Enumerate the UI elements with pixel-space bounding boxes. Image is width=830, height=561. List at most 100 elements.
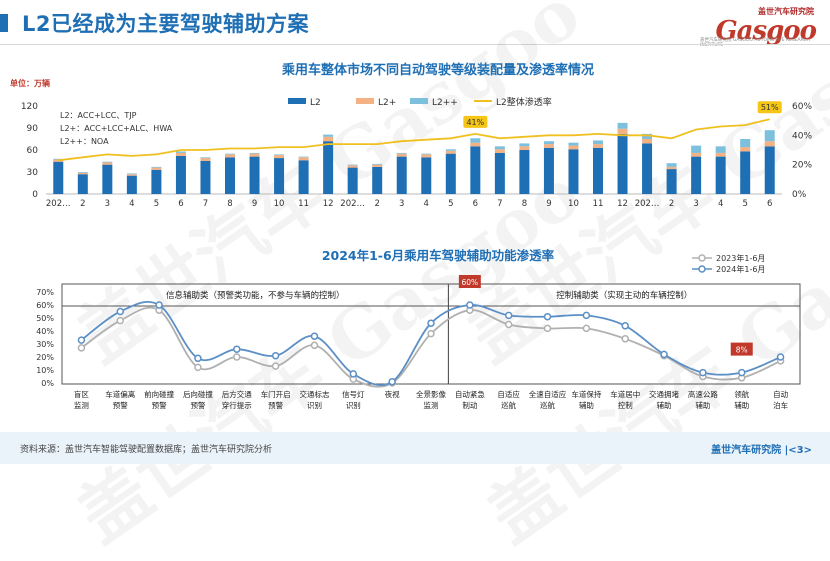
- logo-top-text: 盖世汽车研究院: [758, 7, 814, 16]
- bar-L2p: [225, 154, 235, 158]
- bar-L2pp: [77, 172, 88, 173]
- bar-L2p: [764, 141, 775, 147]
- x-tick-label: 自适应: [497, 389, 520, 399]
- bar-L2p: [249, 153, 260, 157]
- bar-L2: [445, 153, 456, 194]
- page-number: 盖世汽车研究院 |<3>: [711, 445, 812, 456]
- series-point: [194, 354, 202, 363]
- bar-L2p: [298, 157, 309, 161]
- bar-L2: [519, 150, 530, 194]
- x-tick-label: 车道居中: [610, 389, 640, 399]
- bar-L2: [470, 146, 481, 194]
- x-tick-label: 10: [274, 199, 285, 209]
- x-tick-label: 预警: [268, 400, 283, 410]
- y-tick-label: 60: [27, 146, 39, 156]
- source-note: 资料来源：盖世汽车智能驾驶配置数据库；盖世汽车研究院分析: [20, 445, 273, 455]
- x-tick-label: 盲区: [74, 389, 89, 399]
- penetration-callout-label: 51%: [761, 103, 779, 112]
- series-point: [233, 345, 241, 353]
- x-tick-label: 识别: [307, 401, 322, 410]
- x-tick-label: 2: [374, 199, 379, 209]
- x-tick-label: 辅助: [695, 400, 710, 410]
- x-tick-label: 202…: [340, 199, 365, 209]
- legend-swatch: [356, 98, 374, 104]
- x-tick-label: 夜视: [385, 389, 400, 399]
- bar-L2p: [543, 144, 554, 148]
- bar-L2: [126, 175, 137, 194]
- y-tick-label: 40%: [36, 327, 54, 336]
- bar-L2pp: [372, 163, 383, 165]
- x-tick-label: 控制: [618, 400, 633, 410]
- x-tick-label: 202…: [635, 199, 660, 209]
- x-tick-label: 前向碰撞: [144, 389, 174, 399]
- series-point: [543, 324, 552, 333]
- y-tick-label: 0%: [41, 379, 54, 388]
- bar-L2: [102, 164, 113, 194]
- bar-L2: [666, 169, 677, 194]
- bar-L2: [764, 146, 775, 194]
- series-point: [194, 363, 202, 372]
- bar-L2: [225, 157, 235, 194]
- series-point: [427, 329, 435, 338]
- series-point: [504, 311, 513, 320]
- bar-L2: [323, 141, 334, 194]
- bar-L2pp: [298, 156, 309, 158]
- y-tick-label: 0: [32, 190, 38, 200]
- bar-L2p: [421, 154, 432, 158]
- bar-L2p: [372, 164, 383, 167]
- legend-swatch: [410, 98, 428, 104]
- x-tick-label: 车道保持: [571, 389, 601, 399]
- bar-L2: [740, 151, 751, 194]
- bar-L2p: [396, 153, 407, 157]
- value-callout-box: [458, 275, 481, 288]
- level-definition-note: L2+：ACC+LCC+ALC、HWA: [60, 124, 173, 133]
- bar-L2pp: [519, 143, 530, 147]
- bar-L2p: [691, 152, 702, 157]
- y-tick-label: 90: [27, 124, 39, 134]
- bar-L2p: [445, 150, 456, 154]
- legend-label: L2整体渗透率: [496, 96, 552, 108]
- x-tick-label: 11: [593, 199, 604, 209]
- function-penetration-chart: 2024年1-6月乘用车驾驶辅助功能渗透率 0% 10% 20% 30% 40% 50% 60…: [36, 248, 801, 410]
- bar-L2pp: [347, 164, 358, 166]
- x-tick-label: 交通标志: [299, 389, 329, 399]
- x-tick-label: 自动紧急: [455, 389, 485, 399]
- legend-marker: [698, 265, 706, 273]
- bar-L2: [494, 152, 505, 194]
- x-tick-label: 巡航: [501, 400, 516, 410]
- series-point: [349, 370, 358, 378]
- x-tick-label: 9: [546, 199, 551, 209]
- y2-tick-label: 60%: [792, 102, 812, 112]
- legend-label: 2024年1-6月: [716, 264, 765, 274]
- bar-L2p: [715, 152, 726, 157]
- x-tick-label: 10: [568, 199, 579, 209]
- x-tick-label: 8: [522, 199, 527, 209]
- legend-label: L2: [310, 98, 321, 108]
- y-tick-label: 120: [21, 102, 38, 112]
- x-tick-label: 泊车: [773, 400, 788, 410]
- y-tick-label: 60%: [36, 301, 54, 310]
- bar-L2p: [151, 167, 162, 170]
- series-point: [155, 301, 163, 309]
- series-point: [77, 336, 86, 344]
- bar-L2p: [102, 162, 113, 165]
- value-callout-label: 8%: [736, 346, 748, 355]
- y2-tick-label: 20%: [792, 161, 812, 171]
- x-tick-label: 车门开启: [261, 389, 291, 399]
- bar-L2: [617, 133, 628, 194]
- chart2-title: 2024年1-6月乘用车驾驶辅助功能渗透率: [322, 248, 555, 263]
- bar-L2: [77, 174, 88, 194]
- bar-L2p: [642, 139, 653, 144]
- series-point: [77, 344, 86, 352]
- x-tick-label: 3: [693, 199, 698, 209]
- y2-tick-label: 40%: [792, 131, 812, 141]
- bar-L2pp: [617, 122, 628, 129]
- bar-L2pp: [323, 134, 334, 137]
- x-tick-label: 监测: [424, 400, 439, 410]
- bar-L2pp: [126, 173, 137, 175]
- title-accent-bar: [0, 14, 8, 32]
- y-tick-label: 30: [27, 168, 39, 178]
- bar-L2: [298, 160, 309, 194]
- x-tick-label: 9: [252, 199, 257, 209]
